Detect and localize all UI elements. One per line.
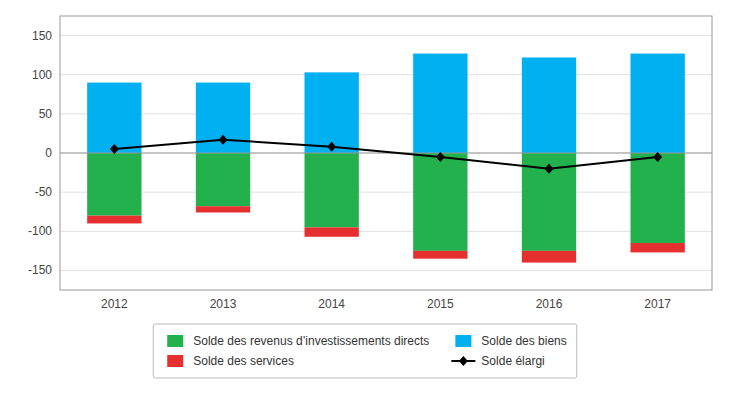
legend-frame [153,324,577,378]
bar [196,153,250,206]
legend-item: Solde des biens [455,334,566,348]
y-tick-label: -100 [28,224,52,238]
marker [219,135,228,145]
x-tick-label: 2014 [318,297,345,311]
marker [653,152,662,162]
bar [522,57,576,153]
bar [522,251,576,263]
legend-item: Solde des services [167,354,294,368]
y-tick-label: -150 [28,263,52,277]
chart: -150 -100 -50 0 50 100 150 2012 2013 2014 2015 2016… [0,0,730,409]
marker [545,164,554,174]
y-tick-label: 0 [45,146,52,160]
grid-line [60,35,712,36]
grid-line [60,113,712,114]
legend-item: Solde des revenus d’investissements dire… [167,334,429,348]
x-tick-label: 2015 [427,297,454,311]
legend-swatch [167,335,183,347]
legend-swatch [167,355,183,367]
x-tick-label: 2017 [644,297,671,311]
legend-label: Solde élargi [481,354,544,368]
bar [413,54,467,153]
y-tick-label: 100 [32,68,52,82]
legend-label: Solde des revenus d’investissements dire… [193,334,429,348]
y-tick-label: 150 [32,29,52,43]
line [114,140,657,169]
bar [413,153,467,251]
bar [631,243,685,252]
grid-line [60,231,712,232]
x-tick-label: 2016 [536,297,563,311]
legend-label: Solde des services [193,354,294,368]
y-tick-label: -50 [35,185,53,199]
bar [413,251,467,259]
x-tick-label: 2012 [101,297,128,311]
bar [305,227,359,236]
bar [87,83,141,153]
legend-item: Solde élargi [451,354,544,368]
bar [305,72,359,153]
bar [196,83,250,153]
x-tick-label: 2013 [210,297,237,311]
grid [60,36,712,271]
bar [631,54,685,153]
legend-label: Solde des biens [481,334,566,348]
bar [87,153,141,216]
bar [305,153,359,227]
y-tick-label: 50 [39,107,53,121]
plot-frame [60,16,712,290]
grid-line [60,192,712,193]
legend-swatch [459,356,468,366]
marker [327,142,336,152]
bar [87,216,141,224]
marks [60,54,712,263]
marker [436,152,445,162]
legend-swatch [455,335,471,347]
bar [196,206,250,212]
grid-line [60,74,712,75]
marker [110,144,119,154]
bar [522,153,576,251]
bar [631,153,685,243]
legend: Solde des revenus d’investissements dire… [153,324,577,378]
grid-line [60,270,712,271]
